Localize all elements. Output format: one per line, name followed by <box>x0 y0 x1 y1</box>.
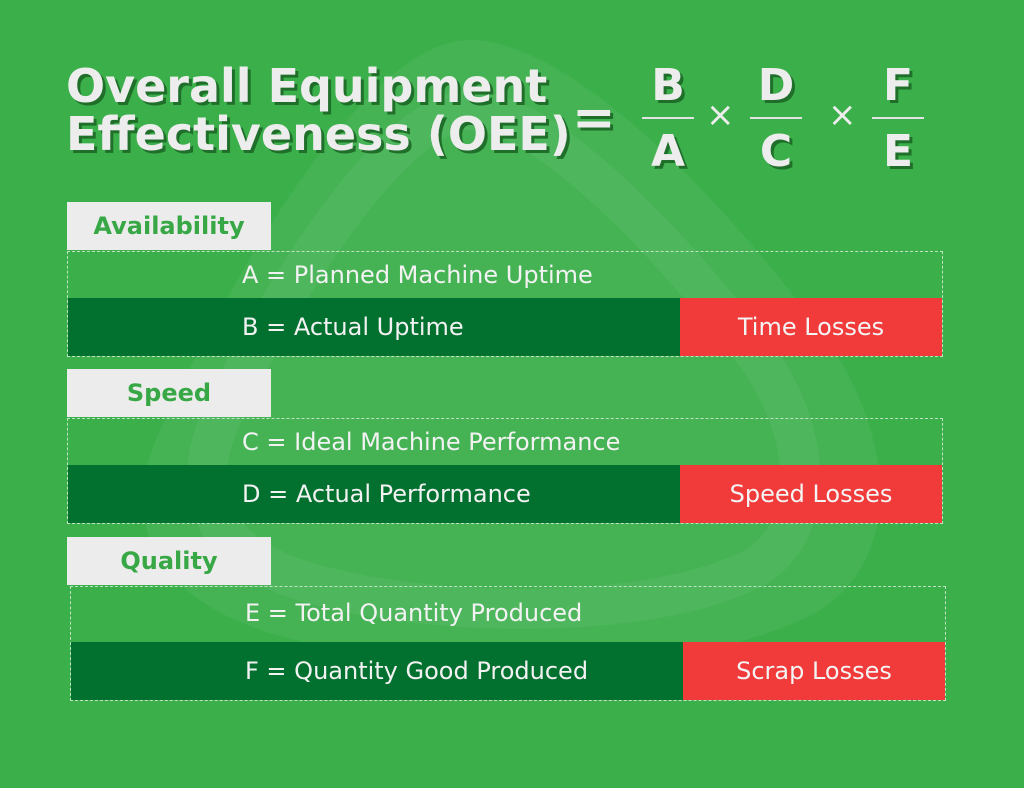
fraction-availability: B A <box>638 62 698 176</box>
page-title: Overall Equipment Effectiveness (OEE) <box>66 62 571 158</box>
title-line-1: Overall Equipment <box>66 59 548 113</box>
actual-row: D = Actual Performance Speed Losses <box>68 465 942 523</box>
section-tab-availability: Availability <box>67 202 271 250</box>
section-tab-speed: Speed <box>67 369 271 417</box>
section-box-quality: E = Total Quantity Produced F = Quantity… <box>70 586 946 701</box>
row-label: E = Total Quantity Produced <box>245 599 583 627</box>
title-line-2: Effectiveness (OEE) <box>66 107 571 161</box>
row-label: C = Ideal Machine Performance <box>242 428 621 456</box>
numerator: D <box>757 60 795 111</box>
loss-badge: Time Losses <box>680 298 942 356</box>
row-label: F = Quantity Good Produced <box>245 657 589 685</box>
fraction-quality: F E <box>868 62 928 176</box>
actual-row: B = Actual Uptime Time Losses <box>68 298 942 356</box>
row-label: D = Actual Performance <box>242 480 531 508</box>
denominator: E <box>882 126 914 177</box>
multiply-sign: × <box>706 95 735 135</box>
actual-row: F = Quantity Good Produced Scrap Losses <box>71 642 945 700</box>
multiply-sign: × <box>828 95 857 135</box>
planned-row: A = Planned Machine Uptime <box>68 252 942 298</box>
numerator: B <box>651 60 685 111</box>
row-label: B = Actual Uptime <box>242 313 464 341</box>
loss-badge: Scrap Losses <box>683 642 945 700</box>
numerator: F <box>882 60 914 111</box>
fraction-speed: D C <box>746 62 806 176</box>
loss-badge: Speed Losses <box>680 465 942 523</box>
denominator: A <box>650 126 686 177</box>
section-box-speed: C = Ideal Machine Performance D = Actual… <box>67 418 943 524</box>
row-label: A = Planned Machine Uptime <box>242 261 593 289</box>
section-tab-quality: Quality <box>67 537 271 585</box>
fraction-bar <box>642 117 694 119</box>
denominator: C <box>759 126 793 177</box>
fraction-bar <box>872 117 924 119</box>
fraction-bar <box>750 117 802 119</box>
planned-row: C = Ideal Machine Performance <box>68 419 942 465</box>
section-box-availability: A = Planned Machine Uptime B = Actual Up… <box>67 251 943 357</box>
equals-sign: = <box>572 88 616 148</box>
planned-row: E = Total Quantity Produced <box>71 587 945 642</box>
